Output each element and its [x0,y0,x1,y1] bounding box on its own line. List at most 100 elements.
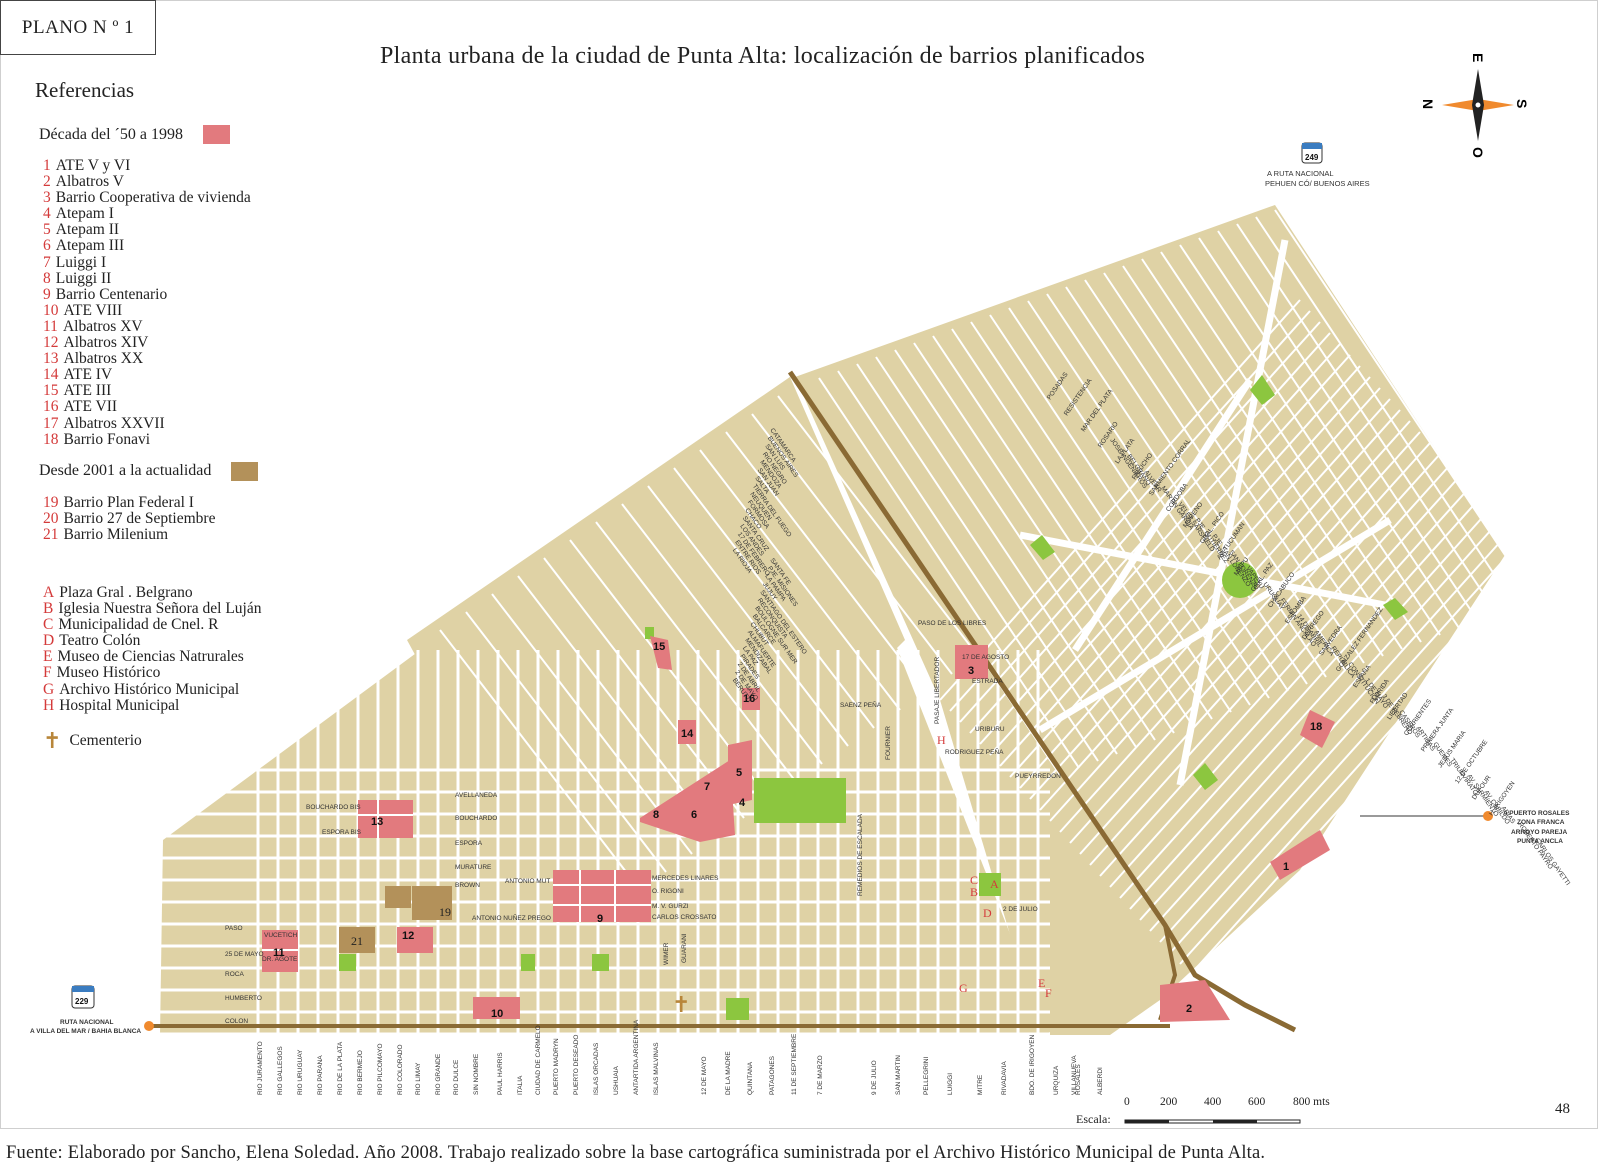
marker-D: D [983,906,992,920]
legend-place-item: D Teatro Colón [43,633,365,649]
legend-place-item-number: G [43,680,55,698]
legend-barrio-item-label: Albatros XV [62,317,143,335]
left-street-label: HUMBERTO [225,995,262,1002]
plaza-east-3 [1383,598,1408,620]
marker-9: 9 [597,913,603,925]
bottom-street-label: ISLAS MALVINAS [653,1042,660,1095]
legend-new-barrio-item-label: Barrio Milenium [63,525,169,543]
legend-barrio-item-number: 13 [43,350,59,368]
legend-barrio-item-number: 5 [43,221,51,239]
bottom-street-label: ALBERDI [1097,1067,1104,1095]
plaza-small-6 [645,627,654,639]
plan-number-box: PLANO N º 1 [0,0,156,55]
barrio-10 [473,997,520,1019]
left-street-label: COLON [225,1018,248,1025]
legend-barrio-item: 3 Barrio Cooperativa de vivienda [43,190,365,206]
bottom-street-label: 9 DE JULIO [871,1060,878,1095]
bottom-street-label: MITRE [977,1074,984,1095]
marker-5: 5 [736,767,742,779]
legend-place-item: C Municipalidad de Cnel. R [43,617,365,633]
marker-G: G [959,981,968,995]
marker-7: 7 [704,781,710,793]
legend-barrio-item: 1 ATE V y VI [43,157,365,174]
route-249-line2: PEHUEN CÓ/ BUENOS AIRES [1265,179,1370,188]
legend-new-barrio-item-number: 19 [43,493,59,511]
street-line [894,349,1156,741]
legend-barrio-item: 15 ATE III [43,383,365,399]
plaza-belgrano [754,778,846,823]
legend-barrio-item: 16 ATE VII [43,399,365,415]
new-barrio-markers: 19 20 21 [351,905,451,948]
street-line [1141,258,1403,650]
legend-barrio-item-label: ATE V y VI [55,157,131,174]
legend-barrio-item-number: 1 [43,157,51,174]
bottom-street-label: LUIGGI [947,1073,954,1095]
legend-place-item-number: H [43,696,55,714]
marker-10: 10 [491,1008,503,1020]
street-line [673,467,875,729]
bottom-street-label: RIVADAVIA [1001,1061,1008,1095]
center-street-label: ANTONIO MUT [505,878,550,885]
legend-place-item: E Museo de Ciencias Natrurales [43,649,365,665]
legend-barrio-item: 13 Albatros XX [43,351,365,367]
legend-barrio-item-number: 2 [43,173,51,191]
legend-list-places: A Plaza Gral . Belgrano B Iglesia Nuestra S… [43,584,365,714]
scale-tick-0: 0 [1124,1096,1130,1108]
legend-barrio-item-label: Barrio Fonavi [63,430,151,448]
route-249-line1: A RUTA NACIONAL [1267,169,1334,178]
marker-2: 2 [1186,1003,1192,1015]
center-street-label: PASAJE LIBERTADOR [934,657,941,724]
cemetery-icon: ✝ [672,992,690,1017]
marker-F: F [1045,986,1052,1000]
bottom-street-label: SIN NOMBRE [473,1053,480,1095]
legend-barrio-item-number: 3 [43,189,51,207]
legend-barrio-item-label: Luiggi II [55,269,112,287]
legend-barrio-item-label: Atepam I [55,205,114,223]
street-line [939,299,1301,701]
legend-barrio-item: 14 ATE IV [43,367,365,383]
route-east-line2: ZONA FRANCA [1517,819,1565,826]
route-229-line1: RUTA NACIONAL [60,1019,113,1026]
legend-barrio-item-label: Albatros XIV [63,334,149,352]
bottom-street-label: RIO DULCE [453,1059,460,1095]
marker-12: 12 [402,930,414,942]
bottom-street-label: ITALIA [517,1075,524,1095]
plaza-east-4 [1193,763,1218,790]
bottom-street-label: 11 DE SEPTIEMBRE [791,1033,798,1095]
left-street-labels: PASO 25 DE MAYO ROCA HUMBERTO COLON [225,925,264,1025]
center-street-label: BOUCHARDO [455,815,497,822]
route-229-number: 229 [75,997,89,1006]
legend-barrio-item-number: 4 [43,205,51,223]
marker-16: 16 [743,693,755,705]
legend-place-item: A Plaza Gral . Belgrano [43,584,365,601]
railway-line [787,370,1297,1033]
marker-B: B [970,885,978,899]
street-line [1019,387,1381,789]
marker-H: H [937,733,946,747]
barrio-1 [1270,830,1330,880]
barrio-number-markers: 1 2 3 4 5 6 7 8 9 10 11 12 13 14 15 16 1… [273,641,1322,1020]
legend-section-old-label: Década del ´50 a 1998 [39,125,183,143]
street-line [1129,508,1491,910]
bottom-street-label: USHUAIA [613,1065,620,1095]
street-line [1008,307,1270,699]
bottom-street-label: RIO BERMEJO [357,1050,364,1095]
page-number: 48 [1555,1101,1570,1117]
route-east-labels: A PUERTO ROSALES ZONA FRANCA ARROYO PARE… [1503,810,1570,845]
bottom-street-label: RIO JURAMENTO [257,1041,264,1095]
street-line [1103,272,1365,664]
street-line [1198,237,1460,629]
bottom-street-label: PELLEGRINI [923,1057,930,1095]
bottom-street-label: DE LA MADRE [725,1051,732,1095]
plaza-east-1 [1250,375,1275,405]
bottom-street-label: RIO PARANA [317,1055,324,1095]
center-street-label: PUEYRREDON [1015,773,1061,780]
route-east-end [1483,811,1493,821]
street-line [1160,251,1422,643]
barrio-8-7-6 [640,760,735,842]
street-line [1059,431,1421,833]
center-street-label: FOURNIER [885,726,892,760]
street-line [1159,541,1521,943]
route-east-line1: A PUERTO ROSALES [1503,810,1570,817]
legend-place-item-number: D [43,632,55,650]
